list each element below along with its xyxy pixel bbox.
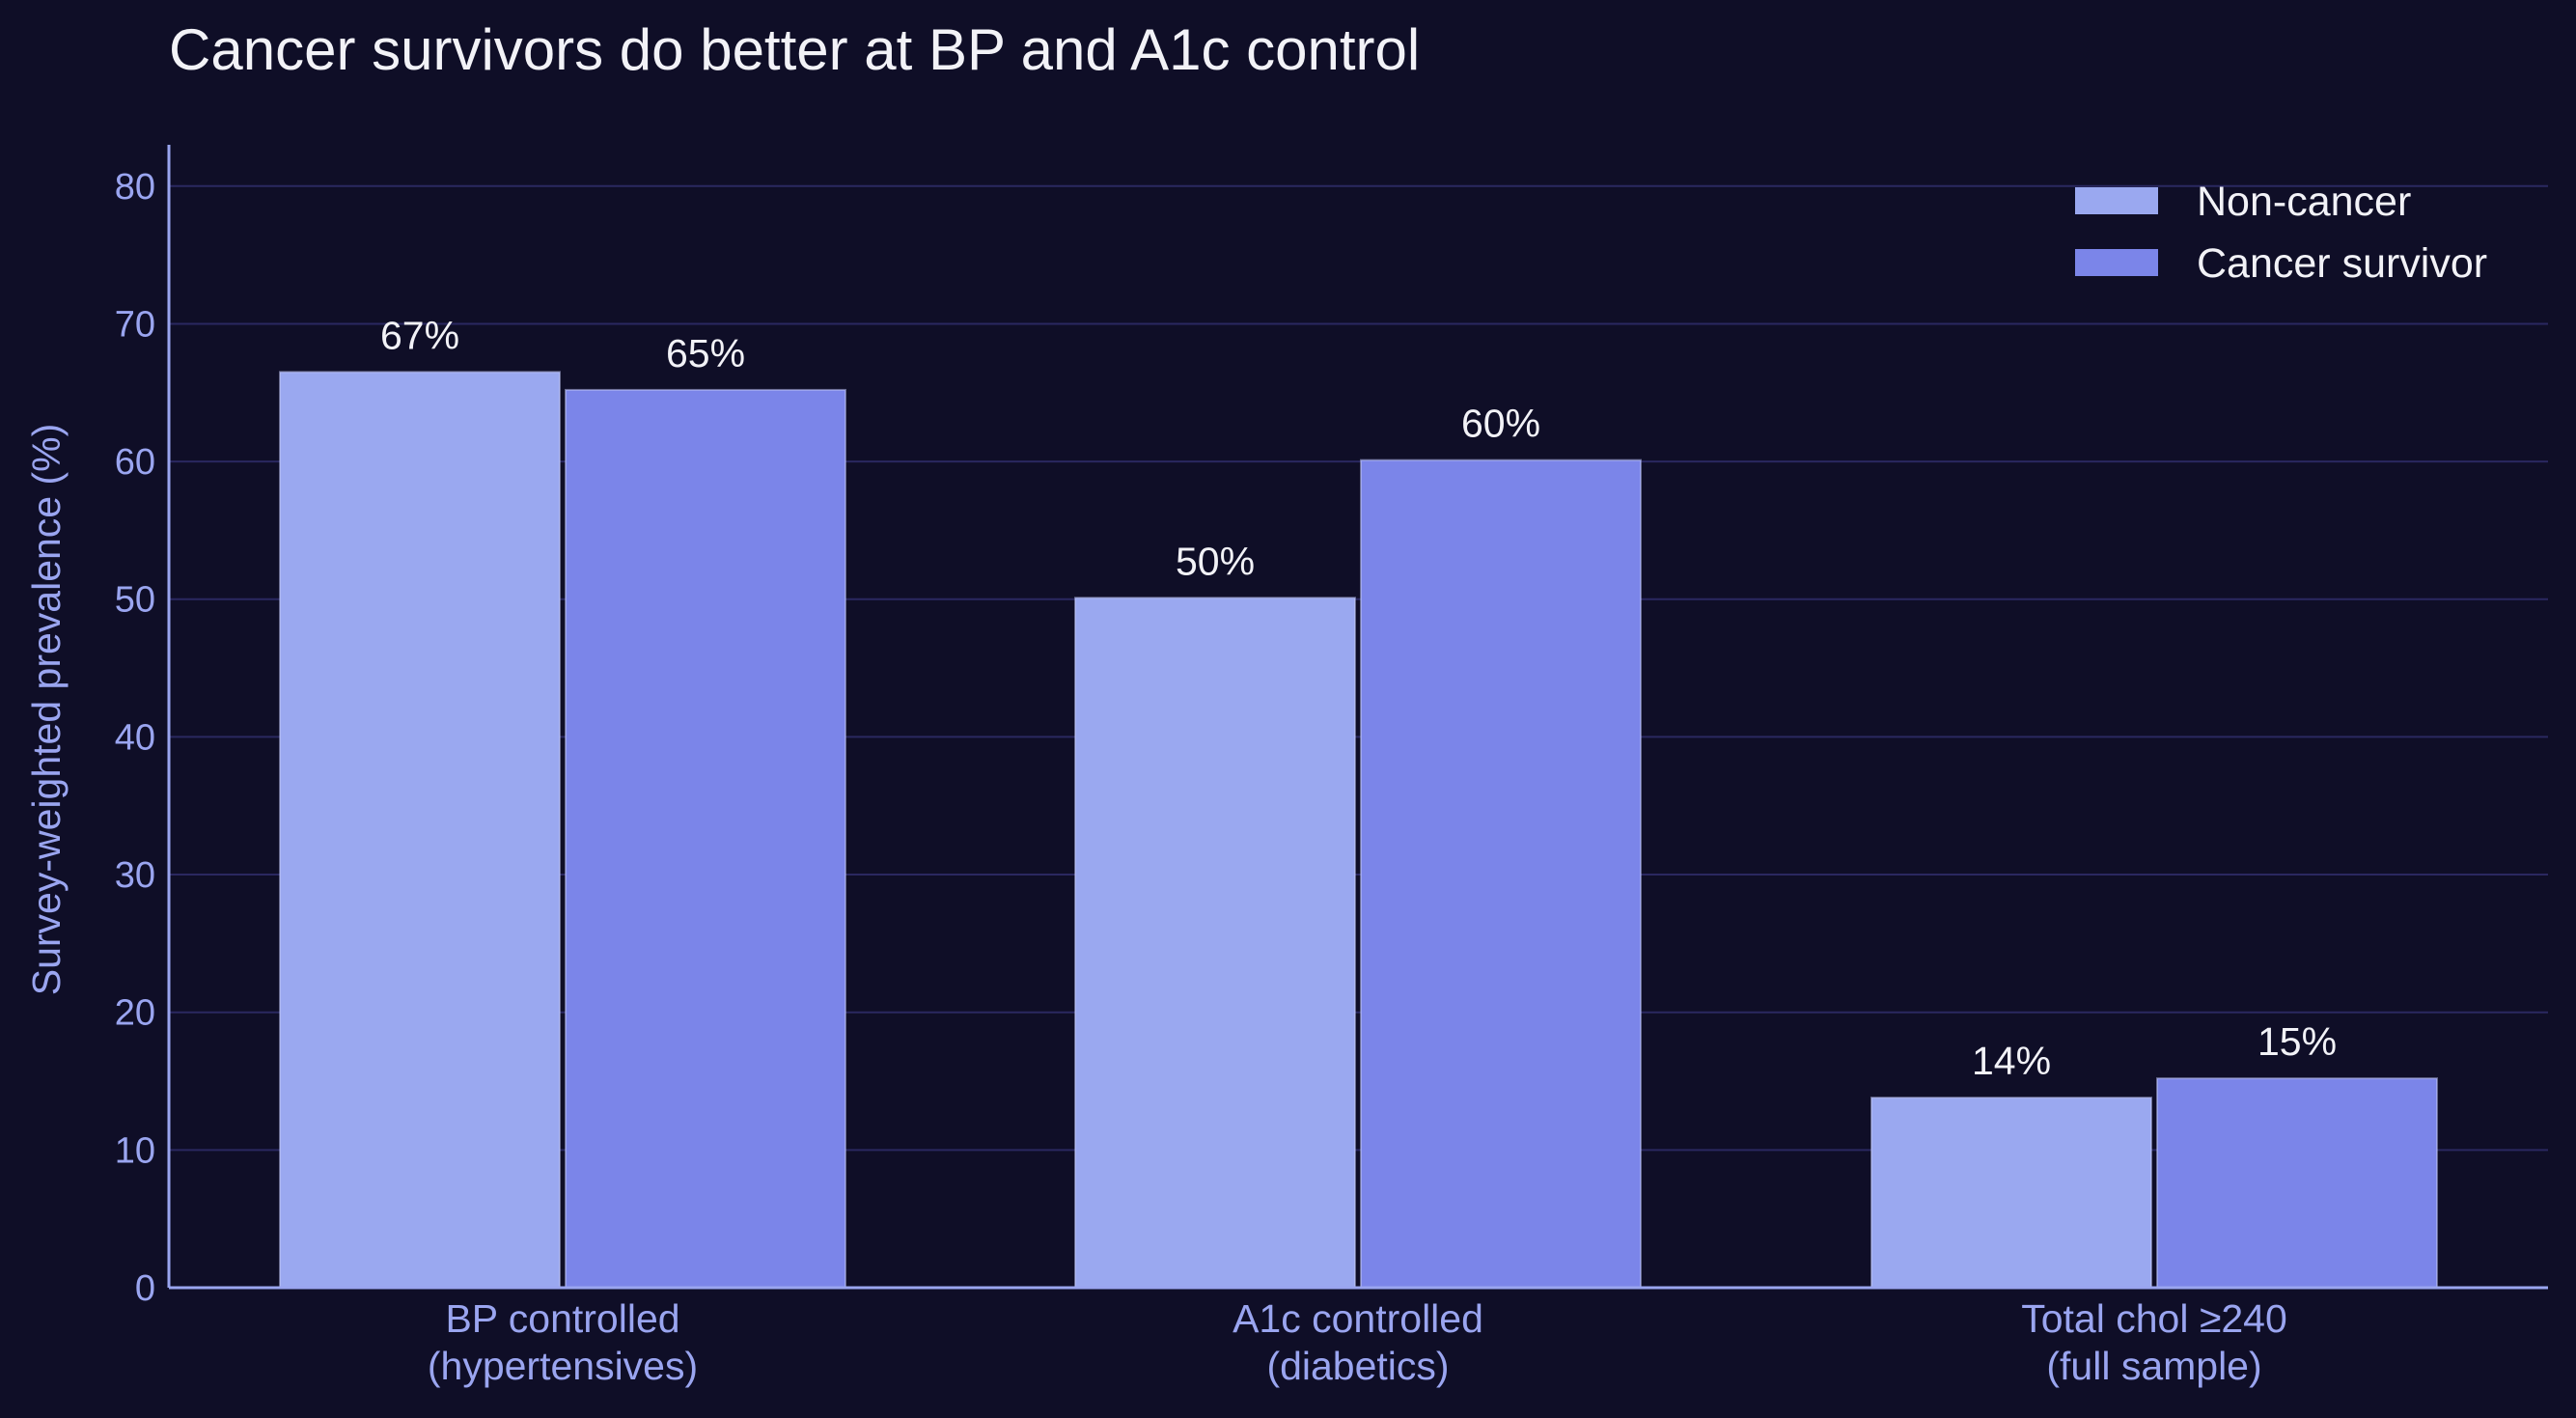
data-label: 67% (380, 313, 459, 357)
legend-swatch (2075, 187, 2158, 214)
x-tick-label: (full sample) (2046, 1344, 2261, 1388)
y-tick-label: 50 (115, 580, 155, 621)
y-tick-label: 30 (115, 855, 155, 896)
x-tick-label: Total chol ≥240 (2021, 1296, 2287, 1341)
bar (2156, 1077, 2438, 1290)
bar (1360, 459, 1642, 1290)
y-tick-label: 0 (135, 1268, 155, 1309)
legend: Non-cancer Cancer survivor (2075, 179, 2487, 287)
data-label: 60% (1461, 402, 1540, 446)
data-label: 15% (2257, 1019, 2337, 1064)
labels-layer: 67% 50% 14% 65% 60% 15% (380, 313, 2337, 1083)
bars-layer (279, 371, 2438, 1290)
x-tick-label: A1c controlled (1233, 1296, 1483, 1341)
data-label: 14% (1972, 1039, 2051, 1083)
y-tick-label: 60 (115, 442, 155, 483)
x-tick-label: (hypertensives) (428, 1344, 698, 1388)
bar (279, 371, 561, 1290)
data-label: 65% (666, 331, 745, 375)
legend-label: Non-cancer (2197, 179, 2411, 225)
bar (1870, 1097, 2152, 1290)
legend-label: Cancer survivor (2197, 240, 2487, 287)
axis-layer: 0 10 20 30 40 50 60 70 80 BP controlled(hypertens… (115, 145, 2548, 1388)
y-tick-label: 80 (115, 167, 155, 208)
legend-swatch (2075, 249, 2158, 276)
y-tick-label: 20 (115, 993, 155, 1034)
x-tick-label: (diabetics) (1266, 1344, 1449, 1388)
y-tick-label: 40 (115, 717, 155, 758)
bar (565, 388, 846, 1289)
x-tick-label: BP controlled (445, 1296, 679, 1341)
data-label: 50% (1176, 539, 1255, 583)
bar (1074, 597, 1356, 1289)
y-tick-label: 70 (115, 304, 155, 345)
y-axis-label: Survey-weighted prevalence (%) (24, 424, 69, 996)
y-tick-label: 10 (115, 1130, 155, 1171)
chart-title: Cancer survivors do better at BP and A1c… (169, 17, 1420, 82)
